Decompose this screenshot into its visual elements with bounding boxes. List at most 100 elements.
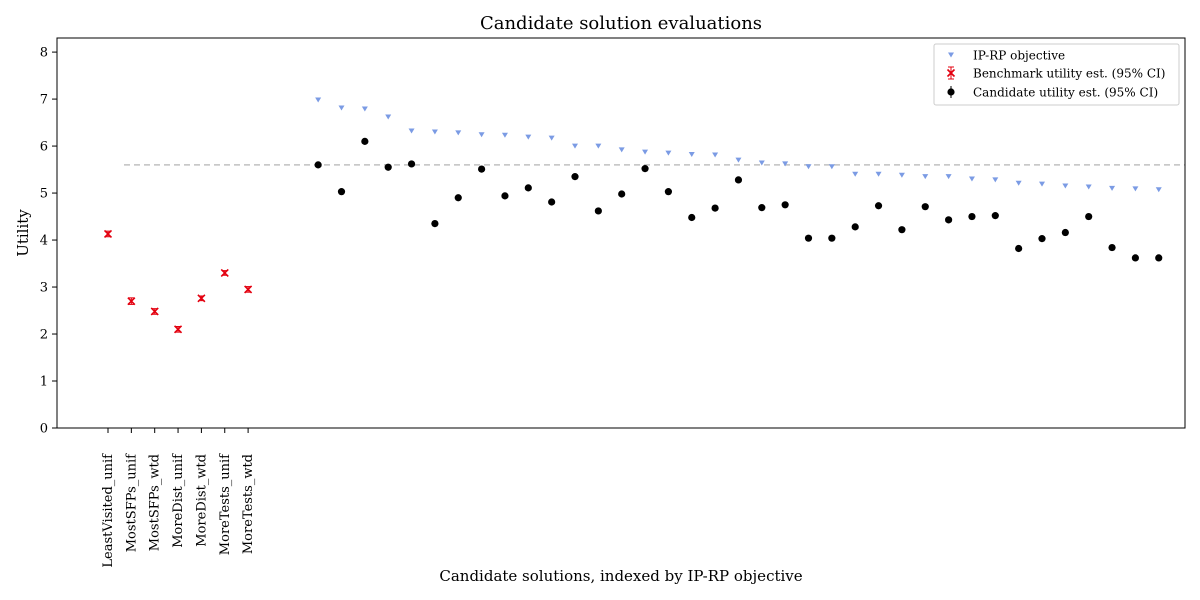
candidate-marker	[548, 198, 556, 206]
objective-marker	[1155, 187, 1162, 193]
candidate-marker	[1061, 228, 1069, 237]
objective-marker	[782, 161, 789, 167]
objective-marker	[525, 134, 532, 140]
objective-marker	[408, 128, 415, 134]
candidate-marker	[1015, 244, 1023, 253]
objective-marker	[315, 97, 322, 103]
objective-marker	[1015, 180, 1022, 186]
y-axis-label: Utility	[14, 209, 32, 257]
y-tick-label: 7	[40, 93, 48, 108]
candidate-marker	[968, 212, 976, 221]
candidate-marker	[1038, 235, 1046, 243]
y-tick-label: 3	[40, 281, 48, 296]
candidate-marker	[711, 204, 719, 212]
candidate-marker	[641, 165, 649, 173]
x-tick-label: MostSFPs_unif	[124, 453, 139, 552]
objective-marker	[898, 172, 905, 178]
benchmark-marker	[127, 297, 136, 306]
candidate-marker	[618, 190, 626, 198]
candidate-marker	[454, 194, 462, 202]
objective-marker	[992, 177, 999, 183]
objective-marker	[618, 147, 625, 153]
benchmark-marker	[244, 285, 253, 294]
objective-marker	[758, 160, 765, 166]
objective-marker	[385, 114, 392, 120]
x-tick-label: MoreTests_unif	[218, 453, 233, 555]
benchmark-marker	[173, 325, 183, 334]
candidate-marker	[314, 161, 322, 169]
objective-marker	[1085, 184, 1092, 190]
objective-marker	[688, 152, 695, 158]
legend: IP-RP objective Benchmark utility est. (9…	[933, 43, 1180, 106]
benchmark-marker	[150, 307, 159, 316]
y-tick-label: 2	[40, 328, 48, 343]
candidate-marker	[1085, 212, 1093, 221]
y-tick-label: 0	[40, 422, 48, 437]
x-tick-label: MostSFPs_wtd	[148, 454, 163, 551]
legend-objective-marker	[948, 52, 954, 58]
candidate-marker	[991, 212, 999, 220]
candidate-marker	[828, 234, 836, 242]
objective-marker	[852, 171, 859, 177]
candidate-marker	[571, 173, 579, 181]
candidate-marker	[664, 188, 673, 196]
candidate-marker	[851, 223, 859, 231]
candidate-marker	[945, 216, 953, 224]
candidate-marker	[407, 160, 416, 168]
candidate-marker	[734, 176, 743, 184]
candidate-marker	[524, 184, 532, 192]
objective-marker	[361, 106, 368, 112]
y-tick-label: 1	[40, 375, 48, 390]
y-tick-label: 6	[40, 140, 48, 155]
candidate-marker	[758, 204, 766, 212]
objective-marker	[572, 143, 578, 149]
plot-area-frame	[56, 37, 1186, 429]
objective-marker	[735, 157, 742, 163]
candidate-marker	[431, 220, 439, 228]
objective-marker	[595, 143, 602, 149]
y-tick-label: 5	[40, 187, 48, 202]
objective-marker	[501, 132, 508, 138]
objective-marker	[665, 150, 672, 156]
benchmark-marker	[220, 268, 229, 278]
legend-candidate-marker	[947, 88, 955, 96]
candidate-marker	[337, 188, 346, 196]
objective-marker	[922, 174, 929, 180]
objective-marker	[945, 174, 952, 180]
x-tick-label: MoreTests_wtd	[241, 454, 256, 554]
legend-label: Candidate utility est. (95% CI)	[973, 86, 1158, 100]
objective-marker	[1132, 186, 1139, 192]
objective-marker	[455, 130, 462, 136]
objective-marker	[548, 135, 555, 141]
candidate-marker	[921, 203, 929, 211]
candidate-marker	[1155, 254, 1163, 262]
benchmark-marker	[197, 294, 206, 303]
legend-label: Benchmark utility est. (95% CI)	[973, 67, 1165, 81]
candidate-marker	[594, 207, 602, 215]
objective-marker	[478, 132, 485, 138]
x-axis-label: Candidate solutions, indexed by IP-RP ob…	[439, 567, 802, 585]
objective-marker	[712, 152, 719, 158]
candidate-marker	[384, 163, 392, 171]
candidate-marker	[1131, 254, 1139, 262]
legend-benchmark-marker	[946, 68, 956, 78]
objective-marker	[1039, 181, 1045, 187]
objective-marker	[431, 129, 438, 135]
candidate-marker	[688, 213, 696, 222]
chart-title: Candidate solution evaluations	[480, 13, 762, 34]
candidate-marker	[781, 201, 789, 209]
y-tick-label: 4	[40, 234, 48, 249]
x-tick-label: LeastVisited_unif	[101, 453, 116, 568]
candidate-marker	[1108, 243, 1116, 252]
objective-marker	[828, 164, 835, 170]
objective-marker	[642, 149, 649, 155]
objective-marker	[1109, 185, 1116, 191]
objective-marker	[968, 176, 975, 182]
legend-frame	[933, 43, 1180, 106]
candidate-marker	[478, 165, 486, 173]
objective-marker	[805, 164, 812, 170]
objective-marker	[338, 105, 345, 111]
candidate-marker	[361, 137, 369, 145]
legend-label: IP-RP objective	[973, 49, 1065, 63]
candidate-marker	[501, 192, 509, 200]
